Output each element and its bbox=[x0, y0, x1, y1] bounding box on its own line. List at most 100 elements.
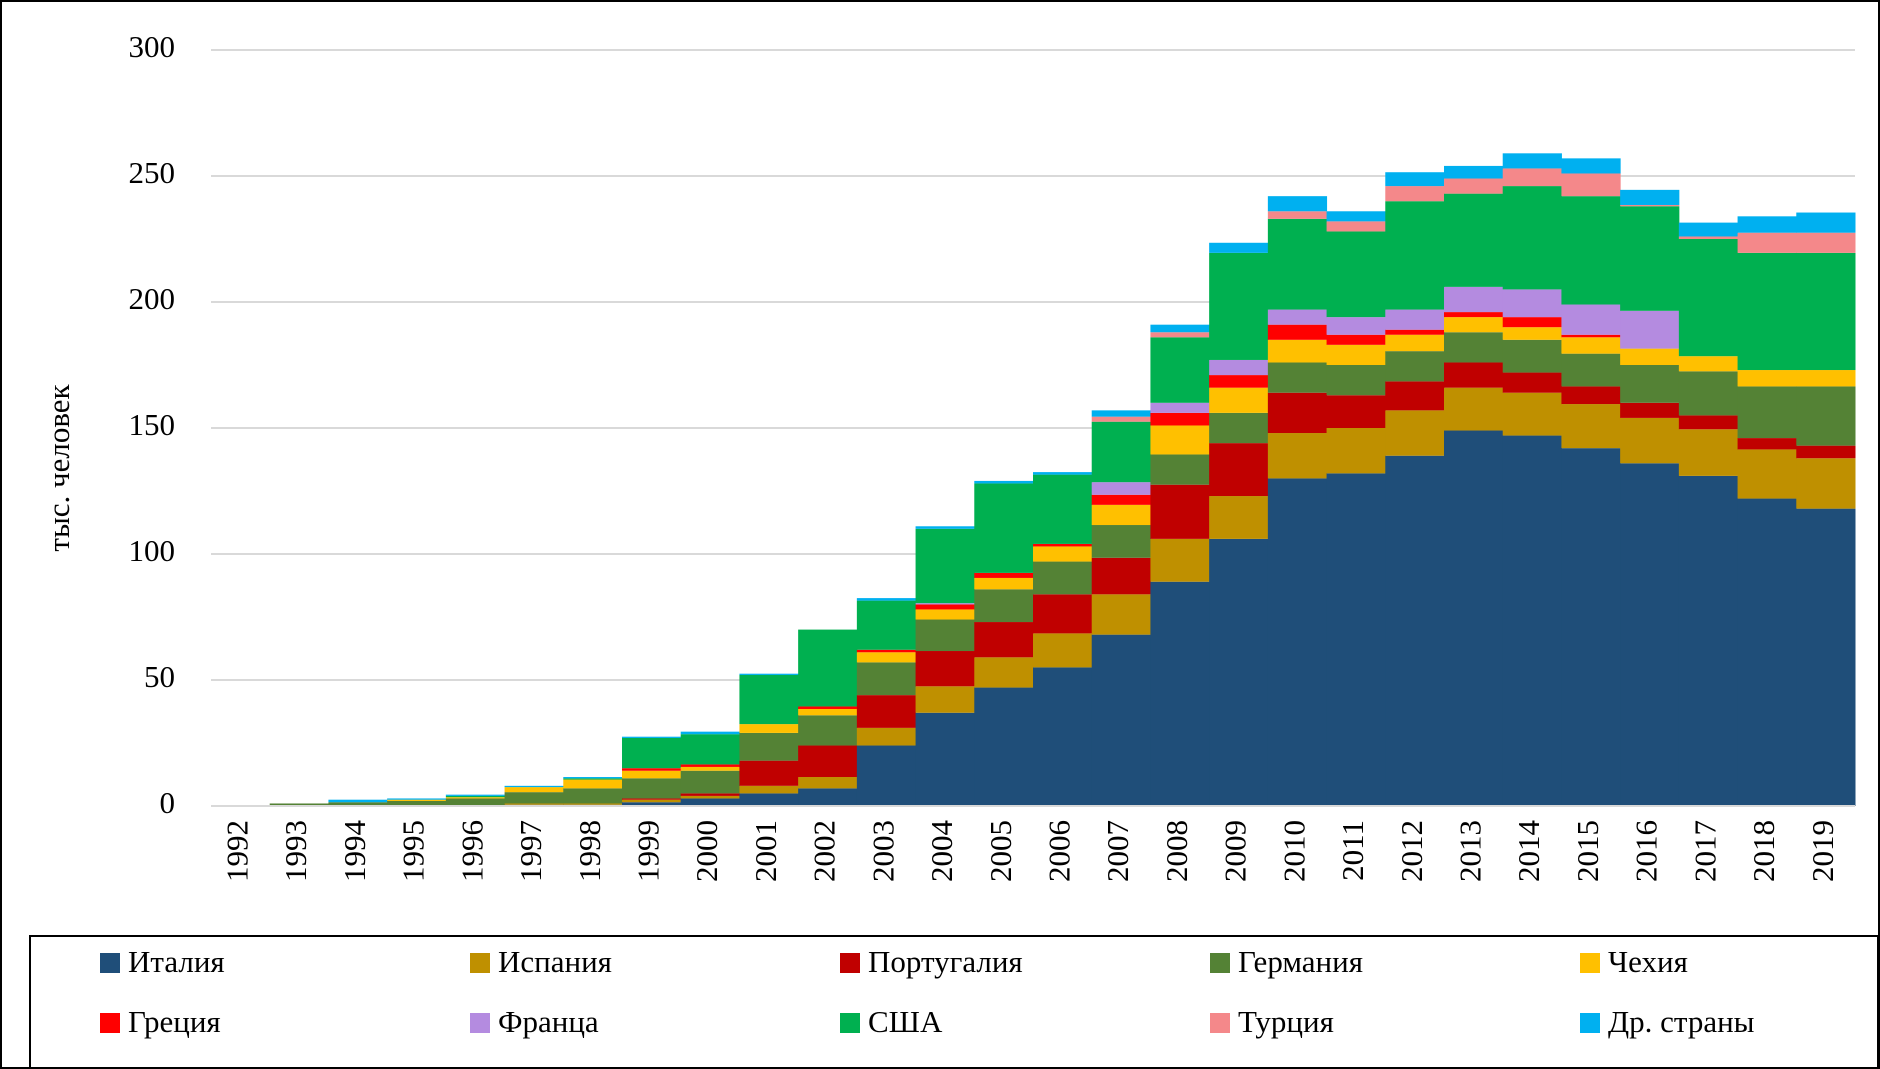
bar-segment bbox=[1796, 232, 1856, 253]
bar-segment bbox=[445, 795, 506, 798]
bar-segment bbox=[1326, 334, 1386, 345]
bar-segment bbox=[1267, 324, 1328, 340]
bar-segment bbox=[1502, 289, 1562, 318]
bar-segment bbox=[387, 799, 447, 801]
bar-segment bbox=[1326, 365, 1386, 396]
bar-segment bbox=[1267, 339, 1328, 363]
bar-segment bbox=[1502, 317, 1562, 328]
x-tick-label: 2010 bbox=[1276, 820, 1311, 882]
bar-segment bbox=[1326, 395, 1386, 428]
y-tick-label: 0 bbox=[160, 785, 176, 820]
bar-segment bbox=[1737, 252, 1797, 371]
bar-segment bbox=[1444, 430, 1504, 806]
bar-segment bbox=[974, 657, 1034, 688]
bar-segment bbox=[1796, 458, 1856, 509]
bar-segment bbox=[1150, 324, 1210, 333]
bar-segment bbox=[1444, 286, 1504, 313]
legend-label: Др. страны bbox=[1608, 1004, 1755, 1039]
bar-segment bbox=[739, 724, 799, 733]
bar-segment bbox=[915, 609, 975, 620]
bar-segment bbox=[1620, 402, 1680, 418]
y-tick-label: 100 bbox=[129, 533, 176, 568]
bar-segment bbox=[680, 798, 740, 806]
bar-segment bbox=[563, 803, 623, 805]
bar-segment bbox=[1502, 327, 1562, 340]
x-tick-label: 2013 bbox=[1452, 820, 1487, 882]
bar-segment bbox=[915, 528, 975, 604]
bar-segment bbox=[1561, 334, 1621, 338]
bar-segment bbox=[1209, 496, 1269, 539]
bar-segment bbox=[680, 766, 740, 771]
x-tick-label: 2009 bbox=[1218, 820, 1253, 882]
bar-segment bbox=[1326, 428, 1386, 474]
bar-segment bbox=[1091, 557, 1151, 595]
legend-label: Италия bbox=[128, 944, 225, 979]
bar-segment bbox=[1150, 581, 1210, 806]
x-tick-label: 2007 bbox=[1100, 820, 1135, 882]
x-tick-label: 2019 bbox=[1805, 820, 1840, 882]
x-tick-label: 1997 bbox=[513, 820, 548, 882]
bar-segment bbox=[1620, 463, 1680, 806]
bar-segment bbox=[622, 768, 682, 771]
x-tick-label: 2016 bbox=[1629, 820, 1664, 882]
x-tick-label: 1996 bbox=[454, 820, 489, 882]
bar-segment bbox=[563, 778, 623, 780]
legend-label: Испания bbox=[498, 944, 612, 979]
bar-segment bbox=[1796, 386, 1856, 446]
bar-segment bbox=[1267, 478, 1328, 806]
bar-segment bbox=[680, 793, 740, 796]
bar-segment bbox=[1033, 667, 1093, 806]
bar-segment bbox=[1326, 221, 1386, 232]
bar-segment bbox=[1091, 421, 1151, 483]
bar-segment bbox=[1502, 186, 1562, 290]
bar-segment bbox=[1678, 356, 1739, 372]
x-tick-label: 2008 bbox=[1159, 820, 1194, 882]
bar-segment bbox=[1091, 525, 1151, 558]
bar-segment bbox=[915, 526, 975, 529]
bar-segment bbox=[1091, 410, 1151, 417]
legend-swatch bbox=[470, 1013, 490, 1033]
x-tick-label: 1992 bbox=[219, 820, 254, 882]
y-tick-label: 50 bbox=[144, 659, 175, 694]
x-tick-label: 2004 bbox=[924, 820, 959, 883]
bar-segment bbox=[1033, 472, 1093, 475]
bar-segment bbox=[974, 687, 1034, 806]
bar-segment bbox=[1385, 186, 1445, 202]
bar-segment bbox=[1385, 334, 1445, 352]
bar-segment bbox=[1385, 455, 1445, 806]
x-tick-label: 2000 bbox=[689, 820, 724, 882]
legend-swatch bbox=[100, 953, 120, 973]
bar-segment bbox=[1033, 594, 1093, 634]
legend-label: Франца bbox=[498, 1004, 599, 1039]
bar-segment bbox=[1267, 309, 1328, 325]
bar-segment bbox=[1209, 242, 1269, 253]
bar-segment bbox=[387, 798, 447, 800]
y-tick-label: 250 bbox=[129, 155, 176, 190]
bar-segment bbox=[1267, 392, 1328, 434]
bar-segment bbox=[1091, 494, 1151, 505]
bar-segment bbox=[445, 794, 506, 796]
bar-segment bbox=[1444, 317, 1504, 333]
y-tick-label: 150 bbox=[129, 407, 176, 442]
bar-segment bbox=[328, 802, 388, 806]
legend-label: Германия bbox=[1238, 944, 1363, 979]
bar-segment bbox=[856, 695, 917, 728]
bar-segment bbox=[1444, 178, 1504, 194]
x-tick-label: 2006 bbox=[1041, 820, 1076, 882]
x-tick-label: 1995 bbox=[396, 820, 431, 882]
bar-segment bbox=[1209, 252, 1269, 360]
bar-segment bbox=[1737, 386, 1797, 439]
bar-segment bbox=[1091, 482, 1151, 495]
bar-segment bbox=[1091, 634, 1151, 806]
bar-segment bbox=[1796, 445, 1856, 459]
legend-label: Чехия bbox=[1608, 944, 1688, 979]
bar-segment bbox=[387, 800, 447, 806]
bar-segment bbox=[1502, 168, 1562, 187]
bar-segment bbox=[1561, 337, 1621, 354]
bar-segment bbox=[798, 715, 858, 746]
bar-segment bbox=[1561, 304, 1621, 335]
bar-segment bbox=[1444, 387, 1504, 431]
bar-segment bbox=[915, 686, 975, 713]
bar-segment bbox=[1326, 344, 1386, 365]
bar-segment bbox=[1678, 475, 1739, 806]
